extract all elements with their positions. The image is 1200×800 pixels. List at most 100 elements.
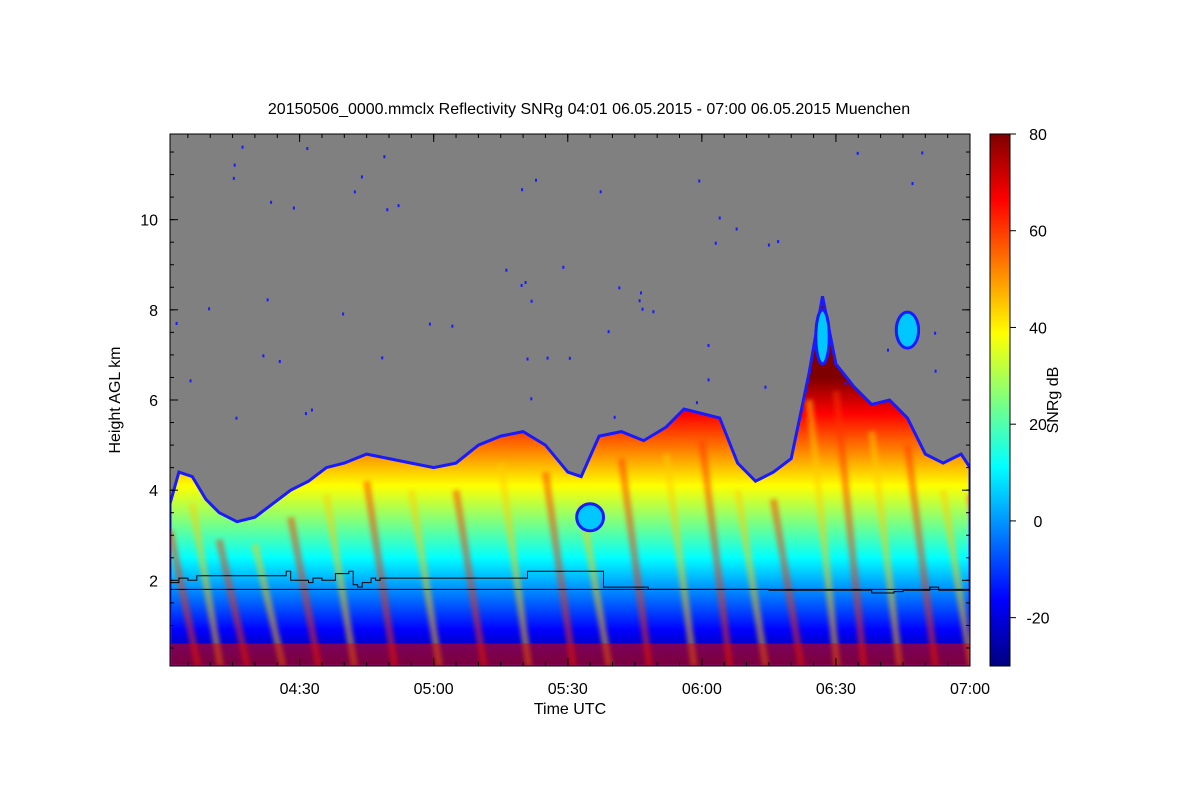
- elevated-echo-patches: [575, 308, 921, 533]
- x-tick-label: 07:00: [950, 681, 990, 698]
- speckle: [530, 397, 533, 401]
- y-tick-label: 10: [140, 213, 158, 230]
- precip-streak: [734, 489, 770, 666]
- x-tick-label: 04:30: [280, 681, 320, 698]
- colorbar-label: SNRg dB: [1045, 367, 1062, 434]
- precip-streak: [662, 453, 698, 666]
- speckle: [530, 299, 533, 303]
- x-tick-label: 06:00: [682, 681, 722, 698]
- speckle: [535, 178, 538, 182]
- precip-streak: [832, 390, 868, 666]
- colorbar-scale: [989, 133, 1011, 667]
- x-tick-label: 06:30: [816, 681, 856, 698]
- colorbar-tick-label: -20: [1026, 611, 1049, 628]
- speckle: [568, 356, 571, 360]
- speckle: [505, 268, 508, 272]
- speckle: [777, 240, 780, 244]
- speckle: [521, 188, 524, 192]
- colorbar: -20 0 20 40 60 80 SNRg dB: [989, 127, 1062, 667]
- speckle: [921, 151, 924, 155]
- speckle: [381, 356, 384, 360]
- echo-region: [170, 296, 970, 666]
- noise-speckles: [175, 145, 937, 420]
- speckle: [639, 291, 642, 295]
- precip-streak: [698, 440, 734, 666]
- speckle: [241, 145, 244, 149]
- speckle: [546, 356, 549, 360]
- speckle: [618, 286, 621, 290]
- speckle: [262, 354, 265, 358]
- precip-streak: [868, 431, 904, 666]
- colorbar-tick-label: 60: [1029, 224, 1047, 241]
- speckle: [526, 357, 529, 361]
- y-tick-label: 8: [149, 303, 158, 320]
- speckle: [767, 243, 770, 247]
- speckle: [306, 147, 309, 151]
- speckle: [698, 179, 701, 183]
- precip-streak: [363, 480, 399, 666]
- y-tick-label: 6: [149, 393, 158, 410]
- precip-streak: [805, 399, 841, 666]
- echo-patch: [814, 308, 831, 366]
- speckle: [718, 216, 721, 220]
- precip-streak: [903, 444, 939, 666]
- speckle: [764, 385, 767, 389]
- speckle: [695, 401, 698, 405]
- y-axis-ticks: 2 4 6 8 10: [140, 151, 970, 649]
- x-axis-ticks: 04:30 05:00 05:30 06:00 06:30 07:00: [187, 134, 990, 698]
- speckle: [599, 190, 602, 194]
- speckle: [735, 227, 738, 231]
- plot-area: 04:30 05:00 05:30 06:00 06:30 07:00 2 4 6 8 10: [140, 133, 990, 698]
- speckle: [934, 331, 937, 335]
- speckle: [520, 283, 523, 287]
- speckle: [856, 151, 859, 155]
- speckle: [652, 310, 655, 314]
- speckle: [310, 408, 313, 412]
- speckle: [638, 299, 641, 303]
- colorbar-ticks: -20 0 20 40 60 80: [1010, 127, 1050, 628]
- speckle: [233, 163, 236, 167]
- y-tick-label: 2: [149, 573, 158, 590]
- chart-title: 20150506_0000.mmclx Reflectivity SNRg 04…: [268, 101, 910, 118]
- speckle: [707, 378, 710, 382]
- x-axis-label: Time UTC: [534, 701, 606, 718]
- speckle: [292, 206, 295, 210]
- speckle: [934, 369, 937, 373]
- speckle: [911, 182, 914, 186]
- speckle: [278, 359, 281, 363]
- precip-streak: [322, 494, 358, 666]
- speckle: [189, 379, 192, 383]
- speckle: [360, 175, 363, 179]
- precip-streak: [617, 458, 653, 666]
- precip-streak: [287, 516, 323, 666]
- mixing-layer-line: [170, 570, 970, 594]
- speckle: [524, 280, 527, 284]
- speckle: [397, 204, 400, 208]
- speckle: [353, 190, 356, 194]
- speckle: [562, 265, 565, 269]
- speckle: [613, 415, 616, 419]
- surface-echo-band: [170, 643, 970, 666]
- speckle: [887, 348, 890, 352]
- speckle: [342, 312, 345, 316]
- colorbar-tick-label: 20: [1029, 417, 1047, 434]
- x-tick-label: 05:30: [548, 681, 588, 698]
- colorbar-tick-label: 80: [1029, 127, 1047, 144]
- colorbar-tick-label: 0: [1034, 514, 1043, 531]
- speckle: [208, 307, 211, 311]
- speckle: [266, 298, 269, 302]
- colorbar-tick-label: 40: [1029, 320, 1047, 337]
- echo-patch: [894, 310, 921, 350]
- y-tick-label: 4: [149, 483, 158, 500]
- speckle: [175, 321, 178, 325]
- speckle: [707, 344, 710, 348]
- precip-streak: [497, 462, 533, 666]
- speckle: [386, 208, 389, 212]
- precip-streak: [939, 489, 970, 666]
- speckle: [428, 322, 431, 326]
- speckle: [714, 241, 717, 245]
- speckle: [270, 200, 273, 204]
- speckle: [451, 324, 454, 328]
- speckle: [641, 307, 644, 311]
